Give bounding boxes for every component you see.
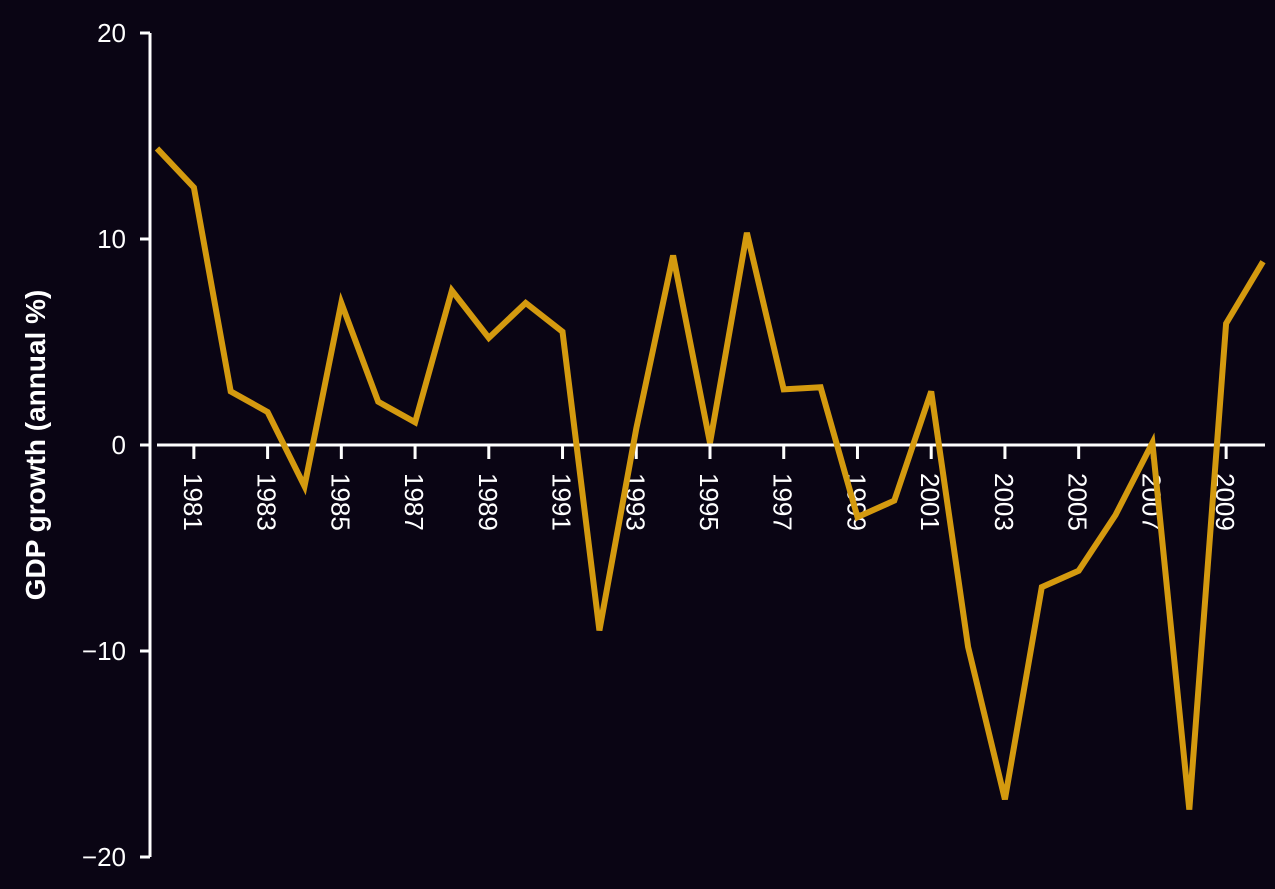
x-tick-label: 2005 bbox=[1063, 473, 1093, 531]
y-axis-title: GDP growth (annual %) bbox=[20, 290, 51, 601]
y-tick-label: 0 bbox=[112, 430, 126, 460]
x-tick-label: 1985 bbox=[325, 473, 355, 531]
x-tick-label: 2001 bbox=[915, 473, 945, 531]
y-axis: −20 −10 0 10 20 bbox=[82, 18, 152, 872]
x-tick-label: 1991 bbox=[547, 473, 577, 531]
x-tick-label: 2003 bbox=[989, 473, 1019, 531]
x-tick-label: 1987 bbox=[399, 473, 429, 531]
x-axis: 1981 1983 1985 1987 1989 1991 1993 1995 1997 1999… bbox=[157, 443, 1265, 531]
y-tick-label: −20 bbox=[82, 842, 126, 872]
y-tick-label: −10 bbox=[82, 636, 126, 666]
x-tick-label: 1997 bbox=[768, 473, 798, 531]
x-tick-label: 1983 bbox=[252, 473, 282, 531]
x-tick-label: 1995 bbox=[694, 473, 724, 531]
x-tick-label: 1989 bbox=[473, 473, 503, 531]
series-line-gdp-growth bbox=[154, 146, 1266, 810]
y-tick-label: 10 bbox=[97, 224, 126, 254]
x-tick-label: 1981 bbox=[178, 473, 208, 531]
y-tick-label: 20 bbox=[97, 18, 126, 48]
